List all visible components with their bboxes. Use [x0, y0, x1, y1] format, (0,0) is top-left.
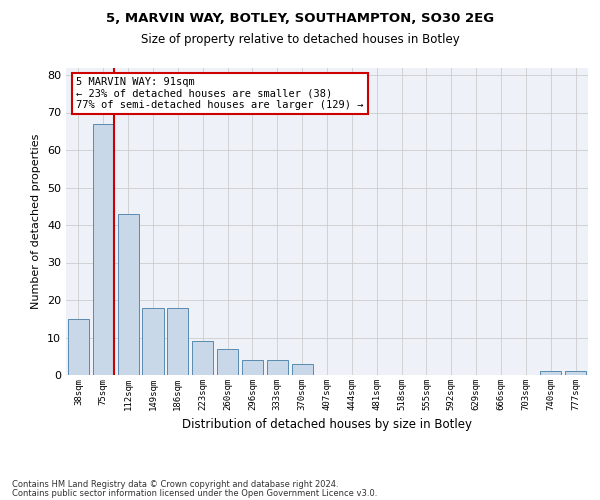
- Bar: [292, 364, 313, 375]
- Bar: [93, 124, 114, 375]
- Bar: [540, 371, 561, 375]
- Bar: [242, 360, 263, 375]
- Text: 5 MARVIN WAY: 91sqm
← 23% of detached houses are smaller (38)
77% of semi-detach: 5 MARVIN WAY: 91sqm ← 23% of detached ho…: [76, 76, 364, 110]
- X-axis label: Distribution of detached houses by size in Botley: Distribution of detached houses by size …: [182, 418, 472, 432]
- Y-axis label: Number of detached properties: Number of detached properties: [31, 134, 41, 309]
- Text: 5, MARVIN WAY, BOTLEY, SOUTHAMPTON, SO30 2EG: 5, MARVIN WAY, BOTLEY, SOUTHAMPTON, SO30…: [106, 12, 494, 26]
- Bar: [167, 308, 188, 375]
- Bar: [217, 349, 238, 375]
- Text: Size of property relative to detached houses in Botley: Size of property relative to detached ho…: [140, 32, 460, 46]
- Text: Contains HM Land Registry data © Crown copyright and database right 2024.: Contains HM Land Registry data © Crown c…: [12, 480, 338, 489]
- Bar: [68, 319, 89, 375]
- Bar: [267, 360, 288, 375]
- Bar: [565, 371, 586, 375]
- Bar: [118, 214, 139, 375]
- Text: Contains public sector information licensed under the Open Government Licence v3: Contains public sector information licen…: [12, 489, 377, 498]
- Bar: [142, 308, 164, 375]
- Bar: [192, 341, 213, 375]
